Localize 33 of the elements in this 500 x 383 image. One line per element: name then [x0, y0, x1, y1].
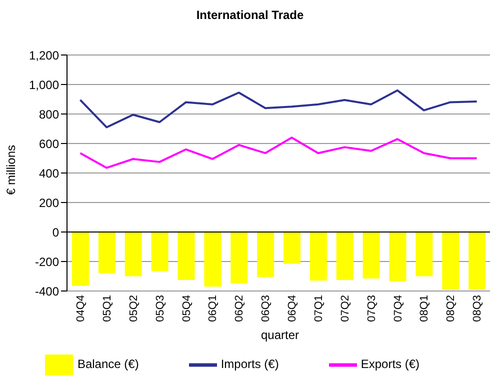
- x-tick-label: 05Q2: [128, 295, 140, 322]
- x-tick-label: 07Q4: [392, 295, 404, 322]
- y-tick-label: 800: [38, 107, 60, 122]
- legend-label: Exports (€): [360, 357, 420, 372]
- x-tick-label: 06Q4: [286, 295, 299, 322]
- x-tick-label: 07Q1: [312, 295, 325, 322]
- y-tick-label: -200: [34, 254, 60, 269]
- line-series: [79, 89, 478, 128]
- y-axis-title: € millions: [4, 144, 18, 196]
- x-tick-label: 04Q4: [75, 295, 88, 322]
- y-tick-label: 1,000: [28, 78, 60, 92]
- x-axis-title: quarter: [260, 328, 300, 342]
- x-tick-label: 05Q3: [154, 295, 166, 322]
- y-tick-label: 1,200: [28, 48, 60, 62]
- y-tick-label: -400: [34, 284, 60, 298]
- x-tick-label: 07Q3: [366, 295, 378, 322]
- x-tick-label: 06Q2: [234, 295, 246, 322]
- x-tick-label: 07Q2: [339, 295, 352, 322]
- legend-label: Imports (€): [220, 357, 279, 372]
- y-tick-label: 400: [38, 166, 60, 180]
- x-tick-label: 08Q1: [418, 295, 431, 322]
- x-tick-label: 08Q3: [472, 295, 484, 322]
- y-tick-label: 600: [38, 136, 60, 151]
- line-series: [79, 136, 478, 169]
- x-tick-label: 08Q2: [445, 295, 458, 322]
- chart-title: International Trade: [195, 8, 305, 22]
- legend-label: Balance (€): [77, 357, 139, 372]
- x-tick-label: 06Q1: [207, 295, 220, 322]
- y-tick-label: 200: [38, 196, 60, 210]
- x-tick-label: 05Q4: [180, 295, 193, 322]
- x-tick-label: 06Q3: [260, 295, 272, 322]
- y-tick-label: 0: [52, 225, 60, 240]
- x-tick-label: 05Q1: [101, 295, 114, 322]
